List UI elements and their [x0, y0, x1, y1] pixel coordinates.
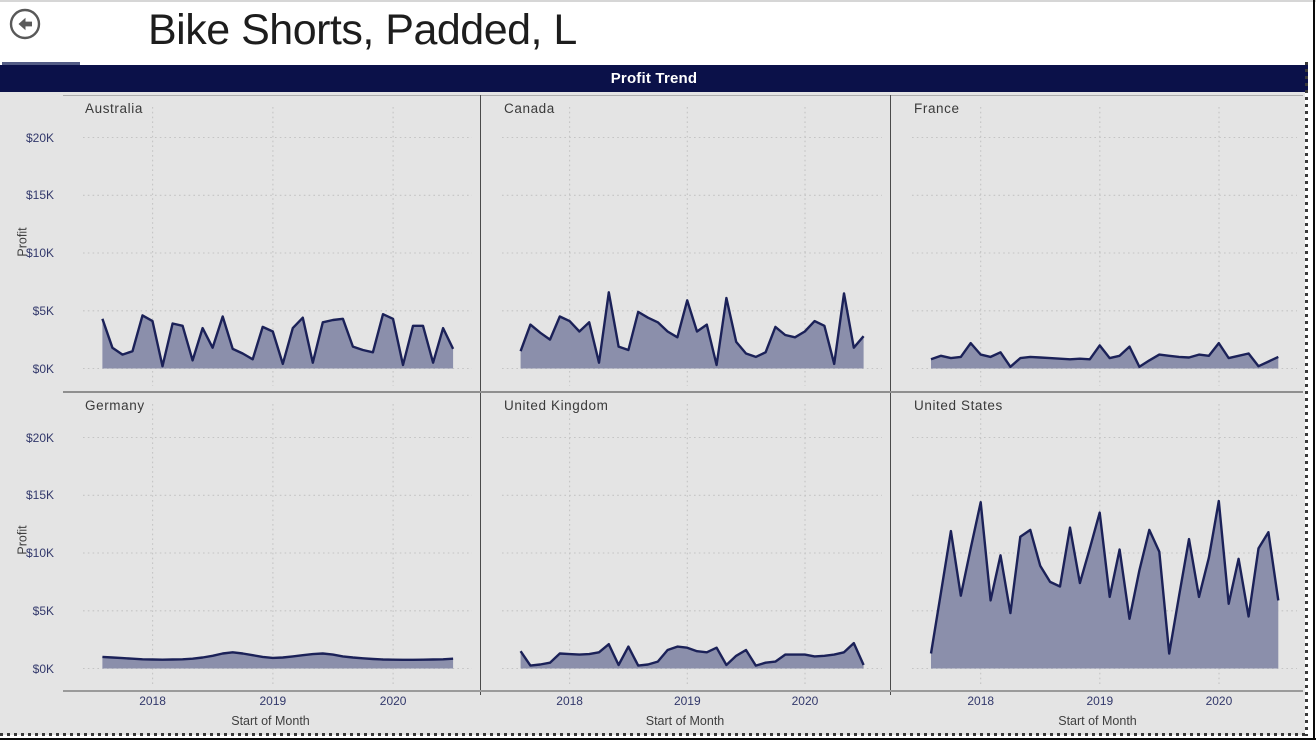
x-axis-title: Start of Month	[231, 714, 310, 728]
column-separator-2	[890, 95, 891, 695]
canvas-edge-right	[1305, 62, 1308, 736]
visual-title: Profit Trend	[610, 70, 698, 87]
panel-united-states: United States	[892, 392, 1303, 690]
y-axis-title: Profit	[15, 226, 30, 257]
y-tick-label: $0K	[32, 361, 54, 376]
row-separator	[63, 391, 1303, 393]
x-tick-label: 2019	[673, 694, 701, 708]
profit-trend-visual: Australia Canada France Germany United K…	[0, 92, 1305, 735]
panel-france: France	[892, 95, 1303, 390]
panel-title-france: France	[914, 101, 960, 116]
y-tick-label: $10K	[25, 546, 54, 560]
x-tick-label: 2018	[967, 694, 995, 708]
x-tick-label: 2020	[1205, 694, 1233, 708]
x-tick-label: 2018	[139, 694, 166, 708]
x-tick-label: 2020	[791, 694, 819, 708]
x-axis-line	[63, 690, 1303, 692]
area-chart-united-kingdom[interactable]	[482, 392, 888, 690]
x-tick-label: 2019	[1086, 694, 1114, 708]
area-chart-germany[interactable]	[63, 392, 478, 690]
y-tick-label: $5K	[32, 303, 54, 318]
y-tick-label: $15K	[25, 188, 54, 203]
panel-title-united-states: United States	[914, 398, 1003, 413]
area-chart-united-states[interactable]	[892, 392, 1303, 690]
y-tick-label: $5K	[32, 603, 54, 618]
header: Bike Shorts, Padded, L	[0, 0, 1316, 62]
page-title: Bike Shorts, Padded, L	[148, 6, 577, 54]
visual-title-banner: Profit Trend	[0, 65, 1308, 92]
y-tick-label: $0K	[32, 661, 54, 676]
back-button[interactable]	[8, 7, 42, 41]
panel-title-australia: Australia	[85, 101, 143, 116]
y-tick-label: $20K	[25, 430, 54, 445]
area-chart-france[interactable]	[892, 95, 1303, 390]
grid-top-border	[63, 95, 1303, 96]
x-axis-title: Start of Month	[1058, 714, 1137, 728]
back-arrow-icon	[9, 8, 41, 40]
x-tick-label: 2020	[379, 694, 407, 708]
area-chart-canada[interactable]	[482, 95, 888, 390]
accent-strip	[2, 62, 80, 65]
y-tick-label: $10K	[25, 246, 54, 260]
panel-title-united-kingdom: United Kingdom	[504, 398, 609, 413]
panel-australia: Australia	[63, 95, 478, 390]
x-axis-title: Start of Month	[645, 714, 725, 728]
canvas-edge-bottom	[0, 733, 1308, 736]
panel-title-germany: Germany	[85, 398, 145, 413]
window-frame-bottom	[0, 738, 1316, 740]
y-tick-label: $20K	[25, 130, 54, 145]
y-tick-label: $15K	[25, 488, 54, 503]
window-frame-top	[0, 0, 1316, 2]
column-separator-1	[480, 95, 481, 695]
panel-title-canada: Canada	[504, 101, 555, 116]
panel-germany: Germany	[63, 392, 478, 690]
window-frame-right	[1313, 0, 1315, 740]
area-chart-australia[interactable]	[63, 95, 478, 390]
panel-united-kingdom: United Kingdom	[482, 392, 888, 690]
y-axis-title: Profit	[15, 525, 30, 555]
x-tick-label: 2018	[556, 694, 583, 708]
x-tick-label: 2019	[259, 694, 287, 708]
panel-canada: Canada	[482, 95, 888, 390]
